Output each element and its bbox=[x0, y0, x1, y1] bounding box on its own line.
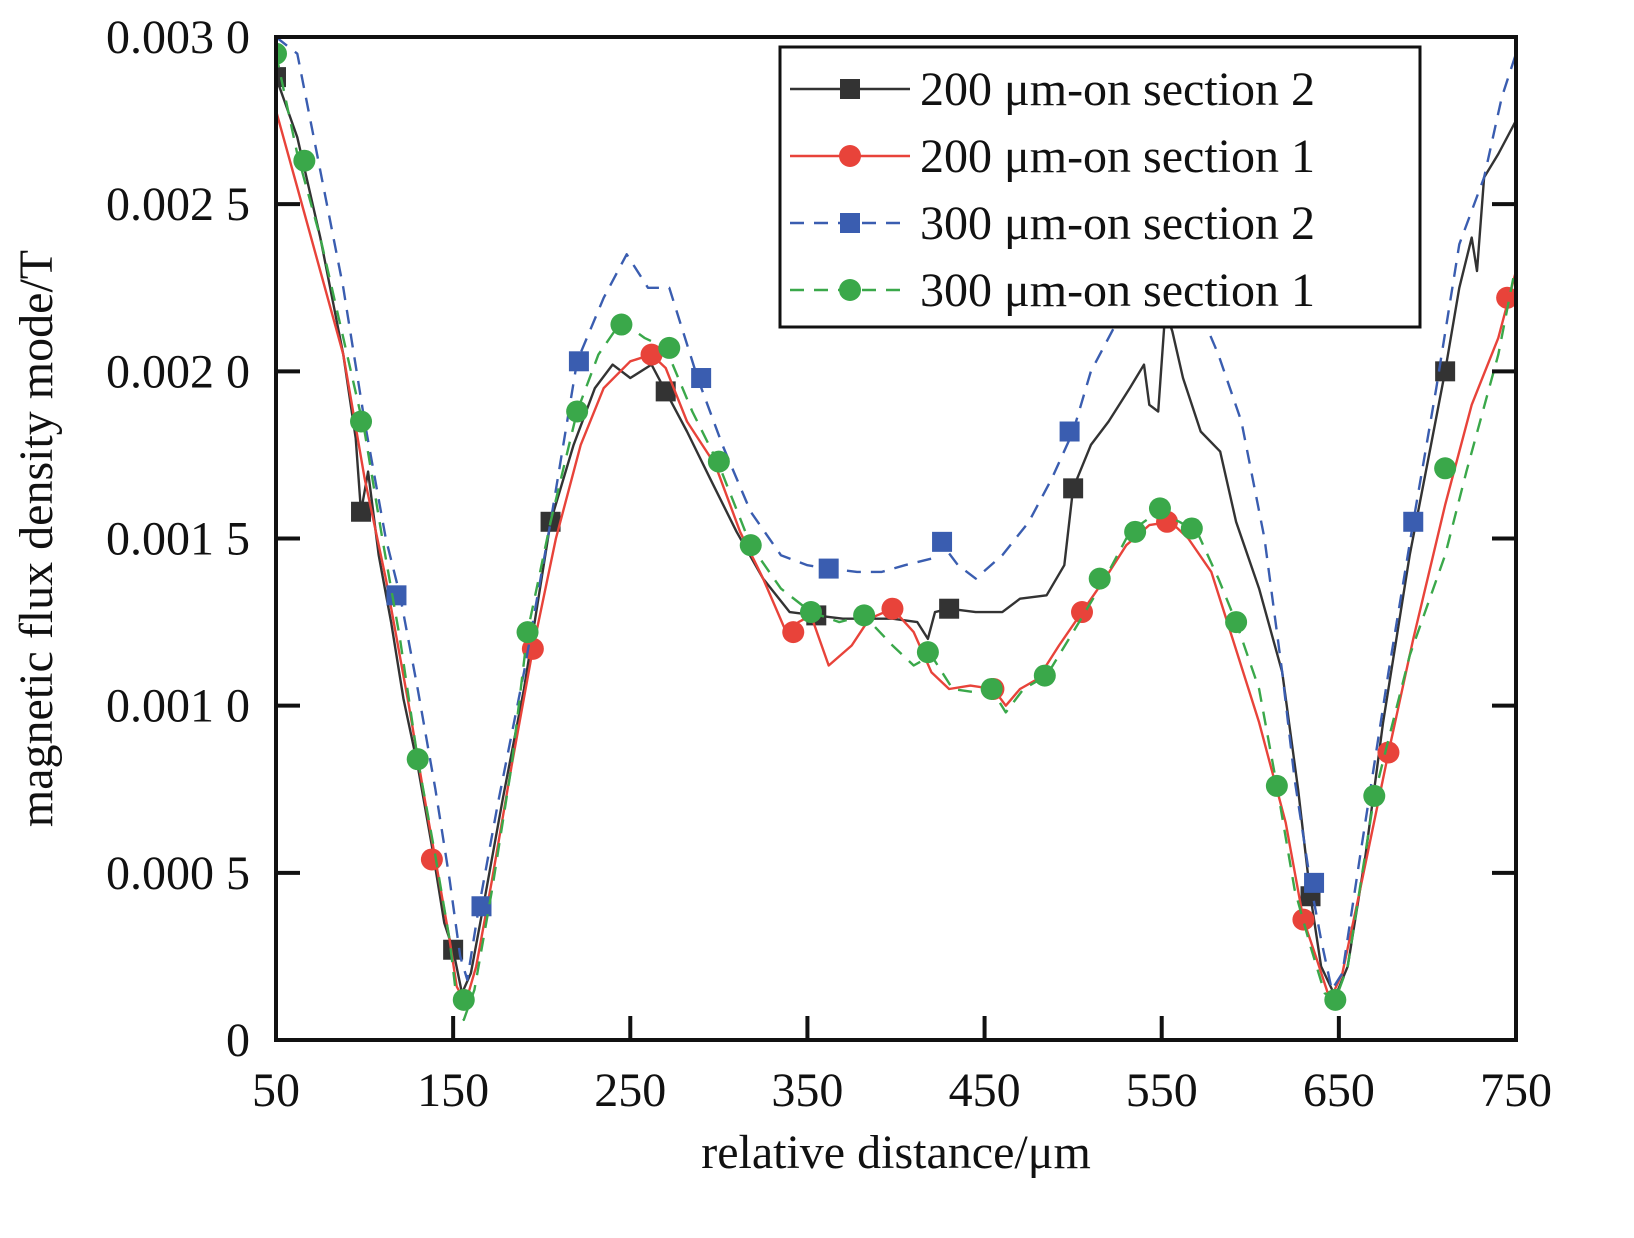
x-tick-label-6: 550 bbox=[1126, 1064, 1198, 1117]
data-point-2-10 bbox=[1377, 741, 1400, 764]
y-tick-label-4: 0.001 5 bbox=[106, 513, 250, 566]
data-point-3-9 bbox=[1304, 872, 1325, 893]
data-point-4-23 bbox=[1324, 988, 1347, 1011]
x-tick-label-1: 50 bbox=[252, 1064, 300, 1117]
data-point-3-7 bbox=[1059, 421, 1080, 442]
data-point-4-16 bbox=[1033, 664, 1056, 687]
y-tick-label-2: 0.000 5 bbox=[106, 847, 250, 900]
data-point-3-6 bbox=[932, 531, 953, 552]
data-point-2-9 bbox=[1292, 908, 1315, 931]
data-point-4-9 bbox=[658, 336, 681, 359]
data-point-1-5 bbox=[655, 381, 676, 402]
legend-label-3: 300 μm-on section 2 bbox=[920, 197, 1315, 250]
data-point-2-1 bbox=[420, 848, 443, 871]
data-point-2-3 bbox=[640, 343, 663, 366]
data-point-4-18 bbox=[1124, 520, 1147, 543]
x-tick-label-2: 150 bbox=[417, 1064, 489, 1117]
x-axis-label: relative distance/μm bbox=[701, 1126, 1091, 1179]
data-point-2-5 bbox=[881, 597, 904, 620]
data-point-4-5 bbox=[452, 988, 475, 1011]
data-point-4-21 bbox=[1225, 611, 1248, 634]
data-point-3-3 bbox=[568, 351, 589, 372]
data-point-4-17 bbox=[1088, 567, 1111, 590]
data-point-2-11 bbox=[1496, 286, 1516, 309]
data-point-4-8 bbox=[610, 313, 633, 336]
data-point-4-7 bbox=[566, 400, 589, 423]
y-tick-label-5: 0.002 0 bbox=[106, 345, 250, 398]
legend-marker-3 bbox=[840, 213, 860, 233]
data-point-4-3 bbox=[350, 410, 373, 433]
data-point-4-10 bbox=[707, 450, 730, 473]
data-point-4-25 bbox=[1434, 457, 1457, 480]
data-point-4-14 bbox=[916, 641, 939, 664]
y-tick-label-7: 0.003 0 bbox=[106, 11, 250, 64]
data-point-3-10 bbox=[1403, 511, 1424, 532]
data-point-4-2 bbox=[293, 149, 316, 172]
series-line-3 bbox=[276, 37, 1516, 992]
plot-area bbox=[276, 37, 1516, 1022]
data-point-1-3 bbox=[443, 939, 464, 960]
data-point-4-22 bbox=[1265, 774, 1288, 797]
data-point-4-19 bbox=[1148, 497, 1171, 520]
data-point-4-12 bbox=[799, 601, 822, 624]
data-point-4-11 bbox=[739, 534, 762, 557]
legend-marker-2 bbox=[839, 145, 861, 167]
data-point-4-6 bbox=[516, 621, 539, 644]
data-point-4-15 bbox=[980, 677, 1003, 700]
legend-box bbox=[778, 45, 1422, 329]
y-tick-label-3: 0.001 0 bbox=[106, 680, 250, 733]
x-tick-label-7: 650 bbox=[1303, 1064, 1375, 1117]
data-point-3-4 bbox=[691, 368, 712, 389]
legend-marker-4 bbox=[839, 279, 861, 301]
data-point-3-1 bbox=[386, 585, 407, 606]
y-axis-label: magnetic flux density mode/T bbox=[10, 250, 63, 827]
x-tick-label-5: 450 bbox=[949, 1064, 1021, 1117]
data-point-3-5 bbox=[818, 558, 839, 579]
data-point-4-4 bbox=[406, 748, 429, 771]
data-point-4-1 bbox=[276, 42, 287, 65]
series-line-4 bbox=[276, 53, 1516, 1022]
legend-label-4: 300 μm-on section 1 bbox=[920, 264, 1315, 317]
x-tick-label-4: 350 bbox=[771, 1064, 843, 1117]
legend: 200 μm-on section 2 200 μm-on section 1 30… bbox=[778, 45, 1422, 329]
series-group bbox=[276, 37, 1516, 1022]
data-point-4-20 bbox=[1180, 517, 1203, 540]
data-point-3-2 bbox=[471, 896, 492, 917]
legend-label-1: 200 μm-on section 2 bbox=[920, 63, 1315, 116]
y-tick-label-6: 0.002 5 bbox=[106, 178, 250, 231]
data-point-1-2 bbox=[351, 501, 372, 522]
x-tick-label-8: 750 bbox=[1480, 1064, 1552, 1117]
data-point-4-24 bbox=[1363, 784, 1386, 807]
legend-label-2: 200 μm-on section 1 bbox=[920, 130, 1315, 183]
data-point-1-7 bbox=[939, 598, 960, 619]
data-point-2-4 bbox=[782, 621, 805, 644]
legend-marker-1 bbox=[840, 79, 860, 99]
data-point-4-13 bbox=[853, 604, 876, 627]
data-point-1-8 bbox=[1063, 478, 1084, 499]
y-tick-label-1: 0 bbox=[226, 1014, 250, 1067]
x-tick-label-3: 250 bbox=[594, 1064, 666, 1117]
data-point-1-1 bbox=[276, 67, 286, 88]
axes: 50 150 250 350 450 550 650 750 0 0.000 5 0.001 0 0.… bbox=[106, 11, 1552, 1117]
